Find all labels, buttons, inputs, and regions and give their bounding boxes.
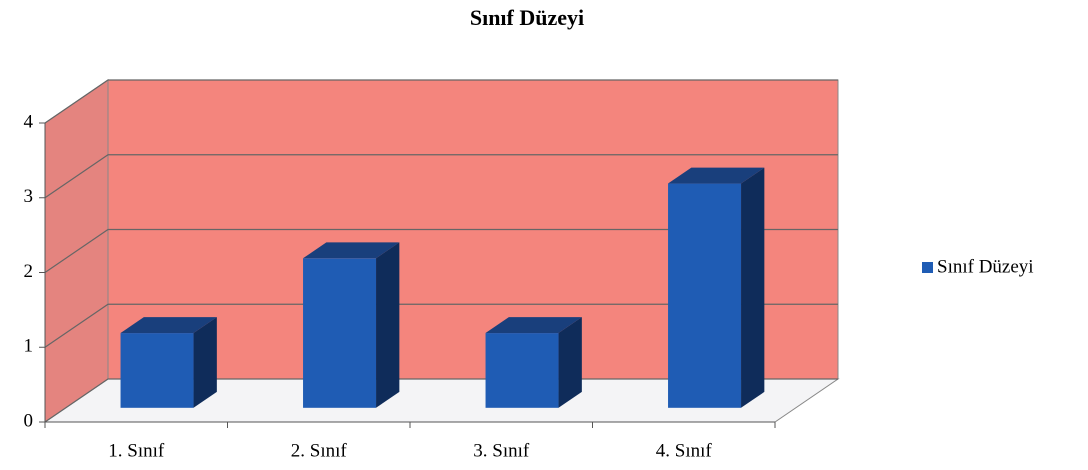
bar-side	[376, 242, 400, 408]
bar-top	[120, 317, 217, 334]
grid-line	[44, 154, 838, 199]
x-tick-label: 1. Sınıf	[108, 440, 165, 461]
x-tick-label: 2. Sınıf	[291, 440, 348, 461]
legend-swatch	[922, 262, 933, 273]
y-tick-label: 1	[24, 336, 34, 357]
bar	[668, 183, 742, 408]
bar-side	[741, 167, 765, 408]
bar-top	[668, 167, 765, 184]
y-tick-label: 3	[24, 186, 34, 207]
bar-side	[558, 317, 582, 408]
y-tick-label: 2	[24, 261, 34, 282]
grid-line	[44, 79, 838, 124]
bar-top	[485, 317, 582, 334]
y-tick-label: 0	[24, 410, 34, 431]
bar	[485, 333, 559, 408]
bar	[120, 333, 194, 408]
bar	[303, 258, 377, 408]
grid-line	[44, 303, 838, 348]
x-tick-label: 3. Sınıf	[473, 440, 530, 461]
chart-title: Sınıf Düzeyi	[470, 5, 584, 30]
grid-line	[44, 378, 838, 423]
x-tick-label: 4. Sınıf	[656, 440, 713, 461]
legend-label: Sınıf Düzeyi	[937, 256, 1034, 277]
bar-top	[303, 242, 400, 259]
grid-line	[44, 228, 838, 273]
y-tick-label: 4	[24, 111, 34, 132]
bar-side	[193, 317, 217, 408]
